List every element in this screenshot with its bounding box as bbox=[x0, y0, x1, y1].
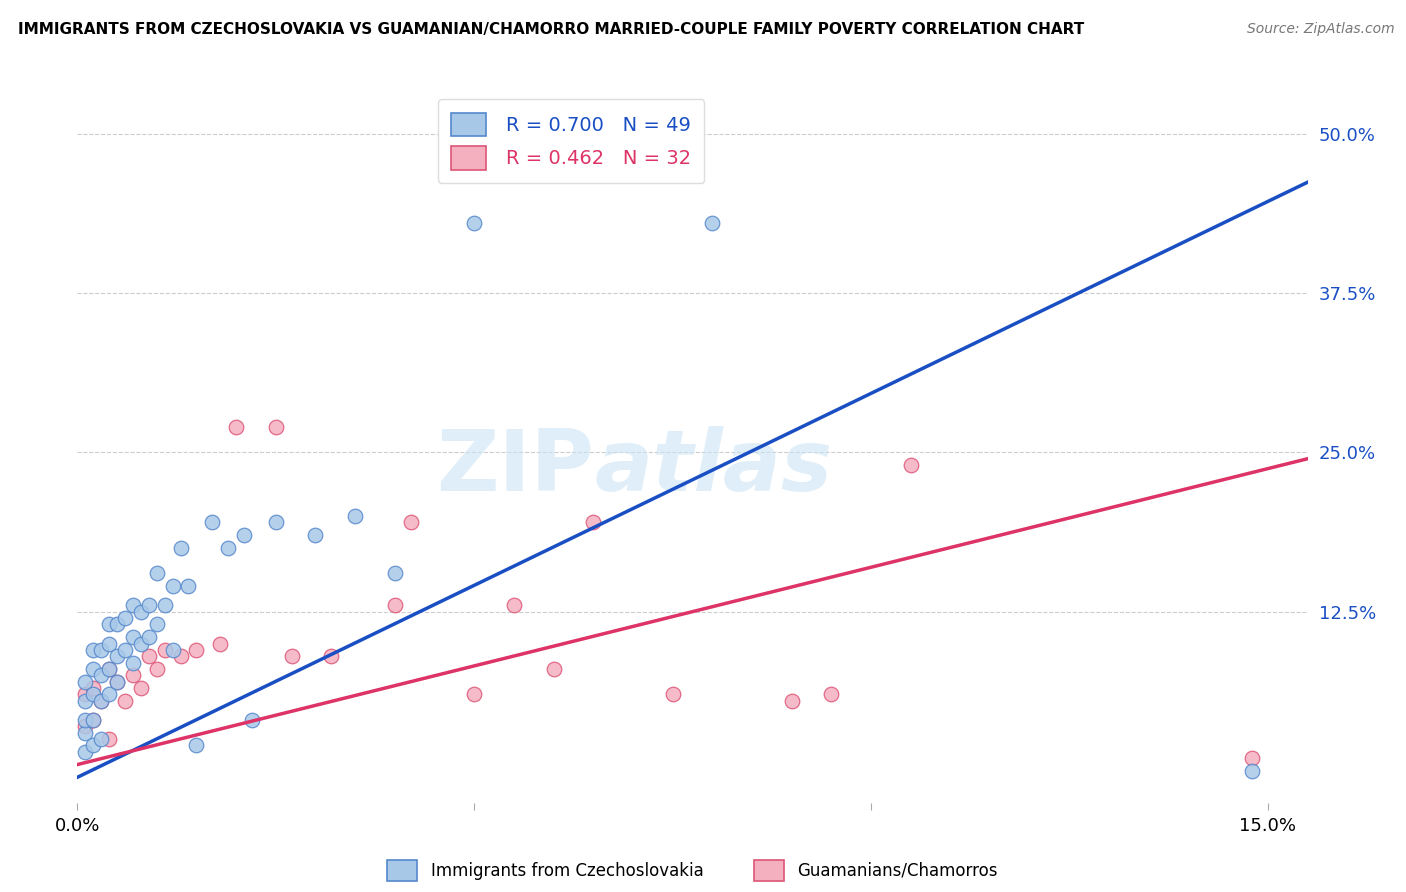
Point bbox=[145, 617, 167, 632]
Point bbox=[582, 516, 605, 530]
Text: ZIP: ZIP bbox=[436, 425, 595, 509]
Point bbox=[153, 599, 176, 613]
Point bbox=[82, 681, 104, 695]
Point bbox=[153, 643, 176, 657]
Point bbox=[75, 725, 97, 739]
Point bbox=[145, 566, 167, 581]
Point bbox=[463, 216, 485, 230]
Point bbox=[233, 528, 256, 542]
Point bbox=[217, 541, 239, 555]
Text: IMMIGRANTS FROM CZECHOSLOVAKIA VS GUAMANIAN/CHAMORRO MARRIED-COUPLE FAMILY POVER: IMMIGRANTS FROM CZECHOSLOVAKIA VS GUAMAN… bbox=[18, 22, 1084, 37]
Point bbox=[201, 516, 224, 530]
Point bbox=[138, 630, 160, 644]
Point bbox=[82, 713, 104, 727]
Point bbox=[98, 617, 121, 632]
Point bbox=[280, 649, 302, 664]
Point bbox=[1240, 751, 1263, 765]
Point bbox=[114, 694, 136, 708]
Point bbox=[702, 216, 724, 230]
Point bbox=[162, 579, 184, 593]
Point bbox=[114, 611, 136, 625]
Point bbox=[138, 649, 160, 664]
Point bbox=[502, 599, 524, 613]
Point bbox=[169, 541, 191, 555]
Point bbox=[129, 681, 152, 695]
Point bbox=[900, 458, 922, 472]
Point bbox=[90, 643, 112, 657]
Point bbox=[122, 668, 145, 682]
Point bbox=[321, 649, 343, 664]
Point bbox=[661, 688, 683, 702]
Point bbox=[82, 643, 104, 657]
Point bbox=[122, 630, 145, 644]
Point bbox=[186, 643, 208, 657]
Point bbox=[105, 674, 128, 689]
Point bbox=[98, 732, 121, 747]
Text: Source: ZipAtlas.com: Source: ZipAtlas.com bbox=[1247, 22, 1395, 37]
Point bbox=[105, 617, 128, 632]
Point bbox=[169, 649, 191, 664]
Point bbox=[240, 713, 263, 727]
Point bbox=[384, 599, 406, 613]
Point bbox=[384, 566, 406, 581]
Point bbox=[75, 713, 97, 727]
Point bbox=[90, 694, 112, 708]
Point bbox=[225, 420, 247, 434]
Point bbox=[98, 688, 121, 702]
Point bbox=[209, 636, 232, 650]
Point bbox=[399, 516, 422, 530]
Point bbox=[344, 509, 367, 524]
Point bbox=[129, 605, 152, 619]
Point bbox=[82, 662, 104, 676]
Point bbox=[304, 528, 326, 542]
Point bbox=[75, 745, 97, 759]
Legend: Immigrants from Czechoslovakia, Guamanians/Chamorros: Immigrants from Czechoslovakia, Guamania… bbox=[381, 854, 1004, 888]
Point bbox=[105, 649, 128, 664]
Point bbox=[463, 688, 485, 702]
Point bbox=[145, 662, 167, 676]
Point bbox=[1240, 764, 1263, 778]
Point bbox=[90, 732, 112, 747]
Point bbox=[122, 656, 145, 670]
Point bbox=[98, 662, 121, 676]
Point bbox=[122, 599, 145, 613]
Point bbox=[129, 636, 152, 650]
Point bbox=[162, 643, 184, 657]
Point bbox=[98, 662, 121, 676]
Point bbox=[186, 739, 208, 753]
Point bbox=[75, 688, 97, 702]
Point bbox=[75, 719, 97, 733]
Point bbox=[177, 579, 200, 593]
Point bbox=[264, 516, 287, 530]
Point bbox=[114, 643, 136, 657]
Point bbox=[82, 713, 104, 727]
Point bbox=[820, 688, 842, 702]
Point bbox=[90, 694, 112, 708]
Point bbox=[90, 668, 112, 682]
Point bbox=[82, 739, 104, 753]
Point bbox=[264, 420, 287, 434]
Point bbox=[98, 636, 121, 650]
Point bbox=[543, 662, 565, 676]
Point bbox=[105, 674, 128, 689]
Point bbox=[82, 688, 104, 702]
Point bbox=[75, 674, 97, 689]
Point bbox=[138, 599, 160, 613]
Point bbox=[75, 694, 97, 708]
Text: atlas: atlas bbox=[595, 425, 832, 509]
Point bbox=[780, 694, 803, 708]
